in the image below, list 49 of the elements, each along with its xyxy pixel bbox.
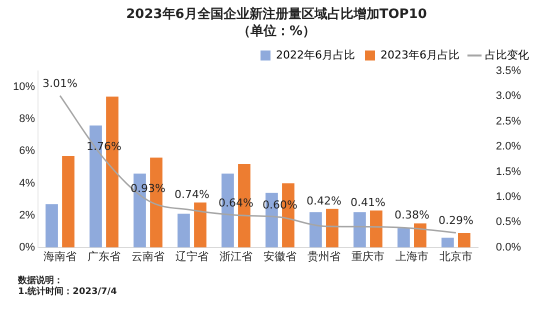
x-tick-label: 贵州省 <box>307 250 340 264</box>
bar <box>62 156 74 248</box>
legend-label: 2023年6月占比 <box>380 48 460 62</box>
bar <box>414 223 426 248</box>
y2-tick-label: 2.5% <box>496 115 522 128</box>
y-tick-label: 0% <box>19 241 36 254</box>
legend-label: 2022年6月占比 <box>276 48 356 62</box>
x-tick-label: 上海市 <box>395 250 428 264</box>
y2-tick-label: 2.0% <box>496 140 522 153</box>
y2-tick-label: 1.5% <box>496 166 522 178</box>
y2-tick-label: 3.0% <box>496 90 522 102</box>
x-tick-label: 浙江省 <box>219 250 252 264</box>
data-label: 0.38% <box>394 208 430 222</box>
data-label: 0.29% <box>438 214 474 228</box>
y2-tick-label: 3.5% <box>496 65 522 78</box>
y-tick-label: 10% <box>12 81 36 94</box>
x-tick-label: 海南省 <box>44 250 77 264</box>
bar <box>398 228 410 248</box>
y-tick-label: 4% <box>19 177 36 190</box>
bar <box>194 202 206 248</box>
y2-tick-label: 0.5% <box>496 216 522 228</box>
bar <box>178 214 190 248</box>
bar <box>442 238 454 248</box>
x-tick-label: 北京市 <box>439 250 472 264</box>
x-tick-label: 重庆市 <box>351 250 384 264</box>
y-tick-label: 8% <box>19 113 36 126</box>
y-tick-label: 6% <box>19 145 36 158</box>
data-label: 3.01% <box>42 77 78 90</box>
bar <box>458 232 470 248</box>
y2-tick-label: 0.0% <box>496 241 522 254</box>
x-tick-label: 广东省 <box>88 250 121 264</box>
text: 数据说明： <box>18 276 64 286</box>
data-label: 0.42% <box>306 194 342 208</box>
bar <box>310 212 322 248</box>
y-tick-label: 2% <box>19 209 36 222</box>
bar <box>326 208 338 248</box>
data-label: 0.74% <box>174 188 210 201</box>
chart-subtitle: （单位：%） <box>236 23 317 40</box>
bar <box>46 204 58 248</box>
chart-title: 2023年6月全国企业新注册量区域占比增加TOP10 <box>125 6 428 23</box>
data-label: 0.41% <box>350 196 386 209</box>
bar <box>370 210 382 248</box>
x-tick-label: 云南省 <box>131 250 164 264</box>
y2-tick-label: 1.0% <box>496 191 522 204</box>
x-tick-label: 安徽省 <box>263 250 296 264</box>
legend-label: 占比变化 <box>485 48 529 62</box>
x-tick-label: 辽宁省 <box>175 250 208 264</box>
bar <box>354 212 366 248</box>
text: 1.统计时间：2023/7/4 <box>18 287 117 298</box>
